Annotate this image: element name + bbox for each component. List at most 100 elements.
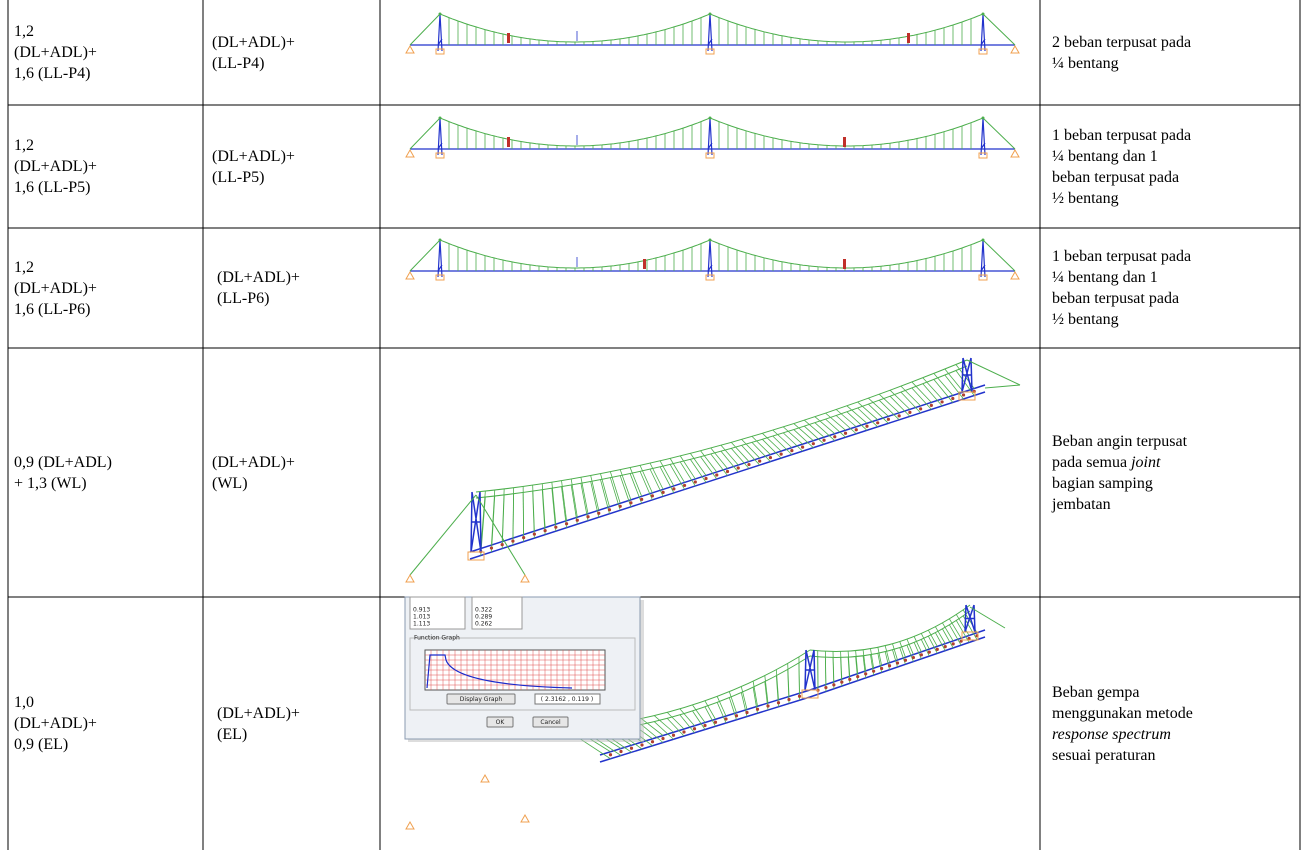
support <box>1011 150 1019 157</box>
wind-load <box>855 428 858 431</box>
description-cell: 1 beban terpusat pada¼ bentang dan 1beba… <box>1040 228 1300 348</box>
wind-load <box>619 750 622 753</box>
dialog: 0.9131.0131.1130.3220.2890.262Function G… <box>405 597 644 742</box>
wind-load <box>790 449 793 452</box>
load-cell: (DL+ADL)+(LL-P6) <box>203 228 380 348</box>
wind-load <box>608 508 611 511</box>
support <box>406 272 414 279</box>
wind-load <box>554 526 557 529</box>
wind-load <box>651 494 654 497</box>
text-line: Beban gempa <box>1052 682 1294 703</box>
text-line: ¼ bentang dan 1 <box>1052 267 1294 288</box>
tower-top <box>439 117 442 120</box>
pier <box>979 153 987 158</box>
text-line: 1,2 <box>14 135 197 156</box>
text-line: (WL) <box>212 473 374 494</box>
hanger <box>711 454 728 476</box>
text-line: + 1,3 (WL) <box>14 473 197 494</box>
hanger <box>690 453 706 475</box>
text-line: (LL-P6) <box>217 288 374 309</box>
wind-load <box>586 515 589 518</box>
text-line: beban terpusat pada <box>1052 288 1294 309</box>
tower-top <box>439 239 442 242</box>
wind-load <box>908 411 911 414</box>
description-cell: 1 beban terpusat pada¼ bentang dan 1beba… <box>1040 105 1300 228</box>
wind-load <box>920 653 923 656</box>
tower-top <box>982 13 985 16</box>
wind-load <box>912 656 915 659</box>
wind-load <box>693 727 696 730</box>
combination-cell: 1,2(DL+ADL)+1,6 (LL-P4) <box>8 0 203 105</box>
wind-load <box>747 463 750 466</box>
text-line: ½ bentang <box>1052 309 1294 330</box>
wind-load <box>640 498 643 501</box>
text-line: (LL-P4) <box>212 53 374 74</box>
text-line: (DL+ADL)+ <box>14 278 197 299</box>
wind-load <box>490 546 493 549</box>
text-line: (DL+ADL)+ <box>212 146 374 167</box>
coordinates: ( 2.3162 , 0.119 ) <box>541 696 593 703</box>
wind-load <box>640 743 643 746</box>
guy <box>985 385 1020 388</box>
wind-load <box>662 491 665 494</box>
text-line: 1,6 (LL-P5) <box>14 177 197 198</box>
text-line: (EL) <box>217 724 374 745</box>
text-line: sesuai peraturan <box>1052 745 1294 766</box>
hanger <box>680 456 695 479</box>
wind-load <box>930 404 933 407</box>
guy <box>476 495 525 575</box>
wind-load <box>898 414 901 417</box>
side-cable <box>983 14 1015 45</box>
load-cell: (DL+ADL)+(LL-P5) <box>203 105 380 228</box>
wind-load <box>896 661 899 664</box>
pier <box>436 275 444 280</box>
text-line: 1,2 <box>14 21 197 42</box>
wind-load <box>544 529 547 532</box>
wind-load <box>822 439 825 442</box>
wind-load <box>798 695 801 698</box>
text-line: (DL+ADL)+ <box>217 703 374 724</box>
main-cable <box>710 14 983 42</box>
support <box>406 46 414 53</box>
wind-load <box>683 484 686 487</box>
hanger <box>701 457 717 479</box>
main-cable <box>440 240 710 268</box>
tower <box>962 358 972 392</box>
text-line: pada semua joint <box>1052 452 1294 473</box>
text-line: bagian samping <box>1052 473 1294 494</box>
wind-load <box>704 477 707 480</box>
text: pada semua <box>1052 454 1131 471</box>
support <box>406 575 414 582</box>
wind-load <box>756 708 759 711</box>
text-line: (DL+ADL)+ <box>212 32 374 53</box>
combination-cell: 0,9 (DL+ADL)+ 1,3 (WL) <box>8 348 203 597</box>
wind-load <box>609 753 612 756</box>
tower-top <box>709 239 712 242</box>
hanger <box>523 492 524 541</box>
text-line: Beban angin terpusat <box>1052 431 1294 452</box>
support <box>521 815 529 822</box>
guy <box>967 360 1020 385</box>
hanger <box>923 378 942 399</box>
tower-top <box>982 239 985 242</box>
hanger <box>650 463 663 489</box>
hanger <box>711 448 728 469</box>
text-line: 1,2 <box>14 257 197 278</box>
wind-load <box>856 675 859 678</box>
combination-cell: 1,2(DL+ADL)+1,6 (LL-P6) <box>8 228 203 348</box>
list-item: 0.322 <box>475 607 492 614</box>
load-cell: (DL+ADL)+(EL) <box>203 597 380 850</box>
text-line: 1,6 (LL-P4) <box>14 63 197 84</box>
side-cable <box>983 118 1015 149</box>
pier <box>436 49 444 54</box>
wind-load <box>735 714 738 717</box>
hanger <box>701 451 717 472</box>
wind-load <box>565 522 568 525</box>
text-line: (DL+ADL)+ <box>14 156 197 177</box>
support <box>481 775 489 782</box>
guy <box>410 495 476 575</box>
side-cable <box>983 240 1015 271</box>
text-line: response spectrum <box>1052 724 1294 745</box>
text-line: ¼ bentang dan 1 <box>1052 146 1294 167</box>
